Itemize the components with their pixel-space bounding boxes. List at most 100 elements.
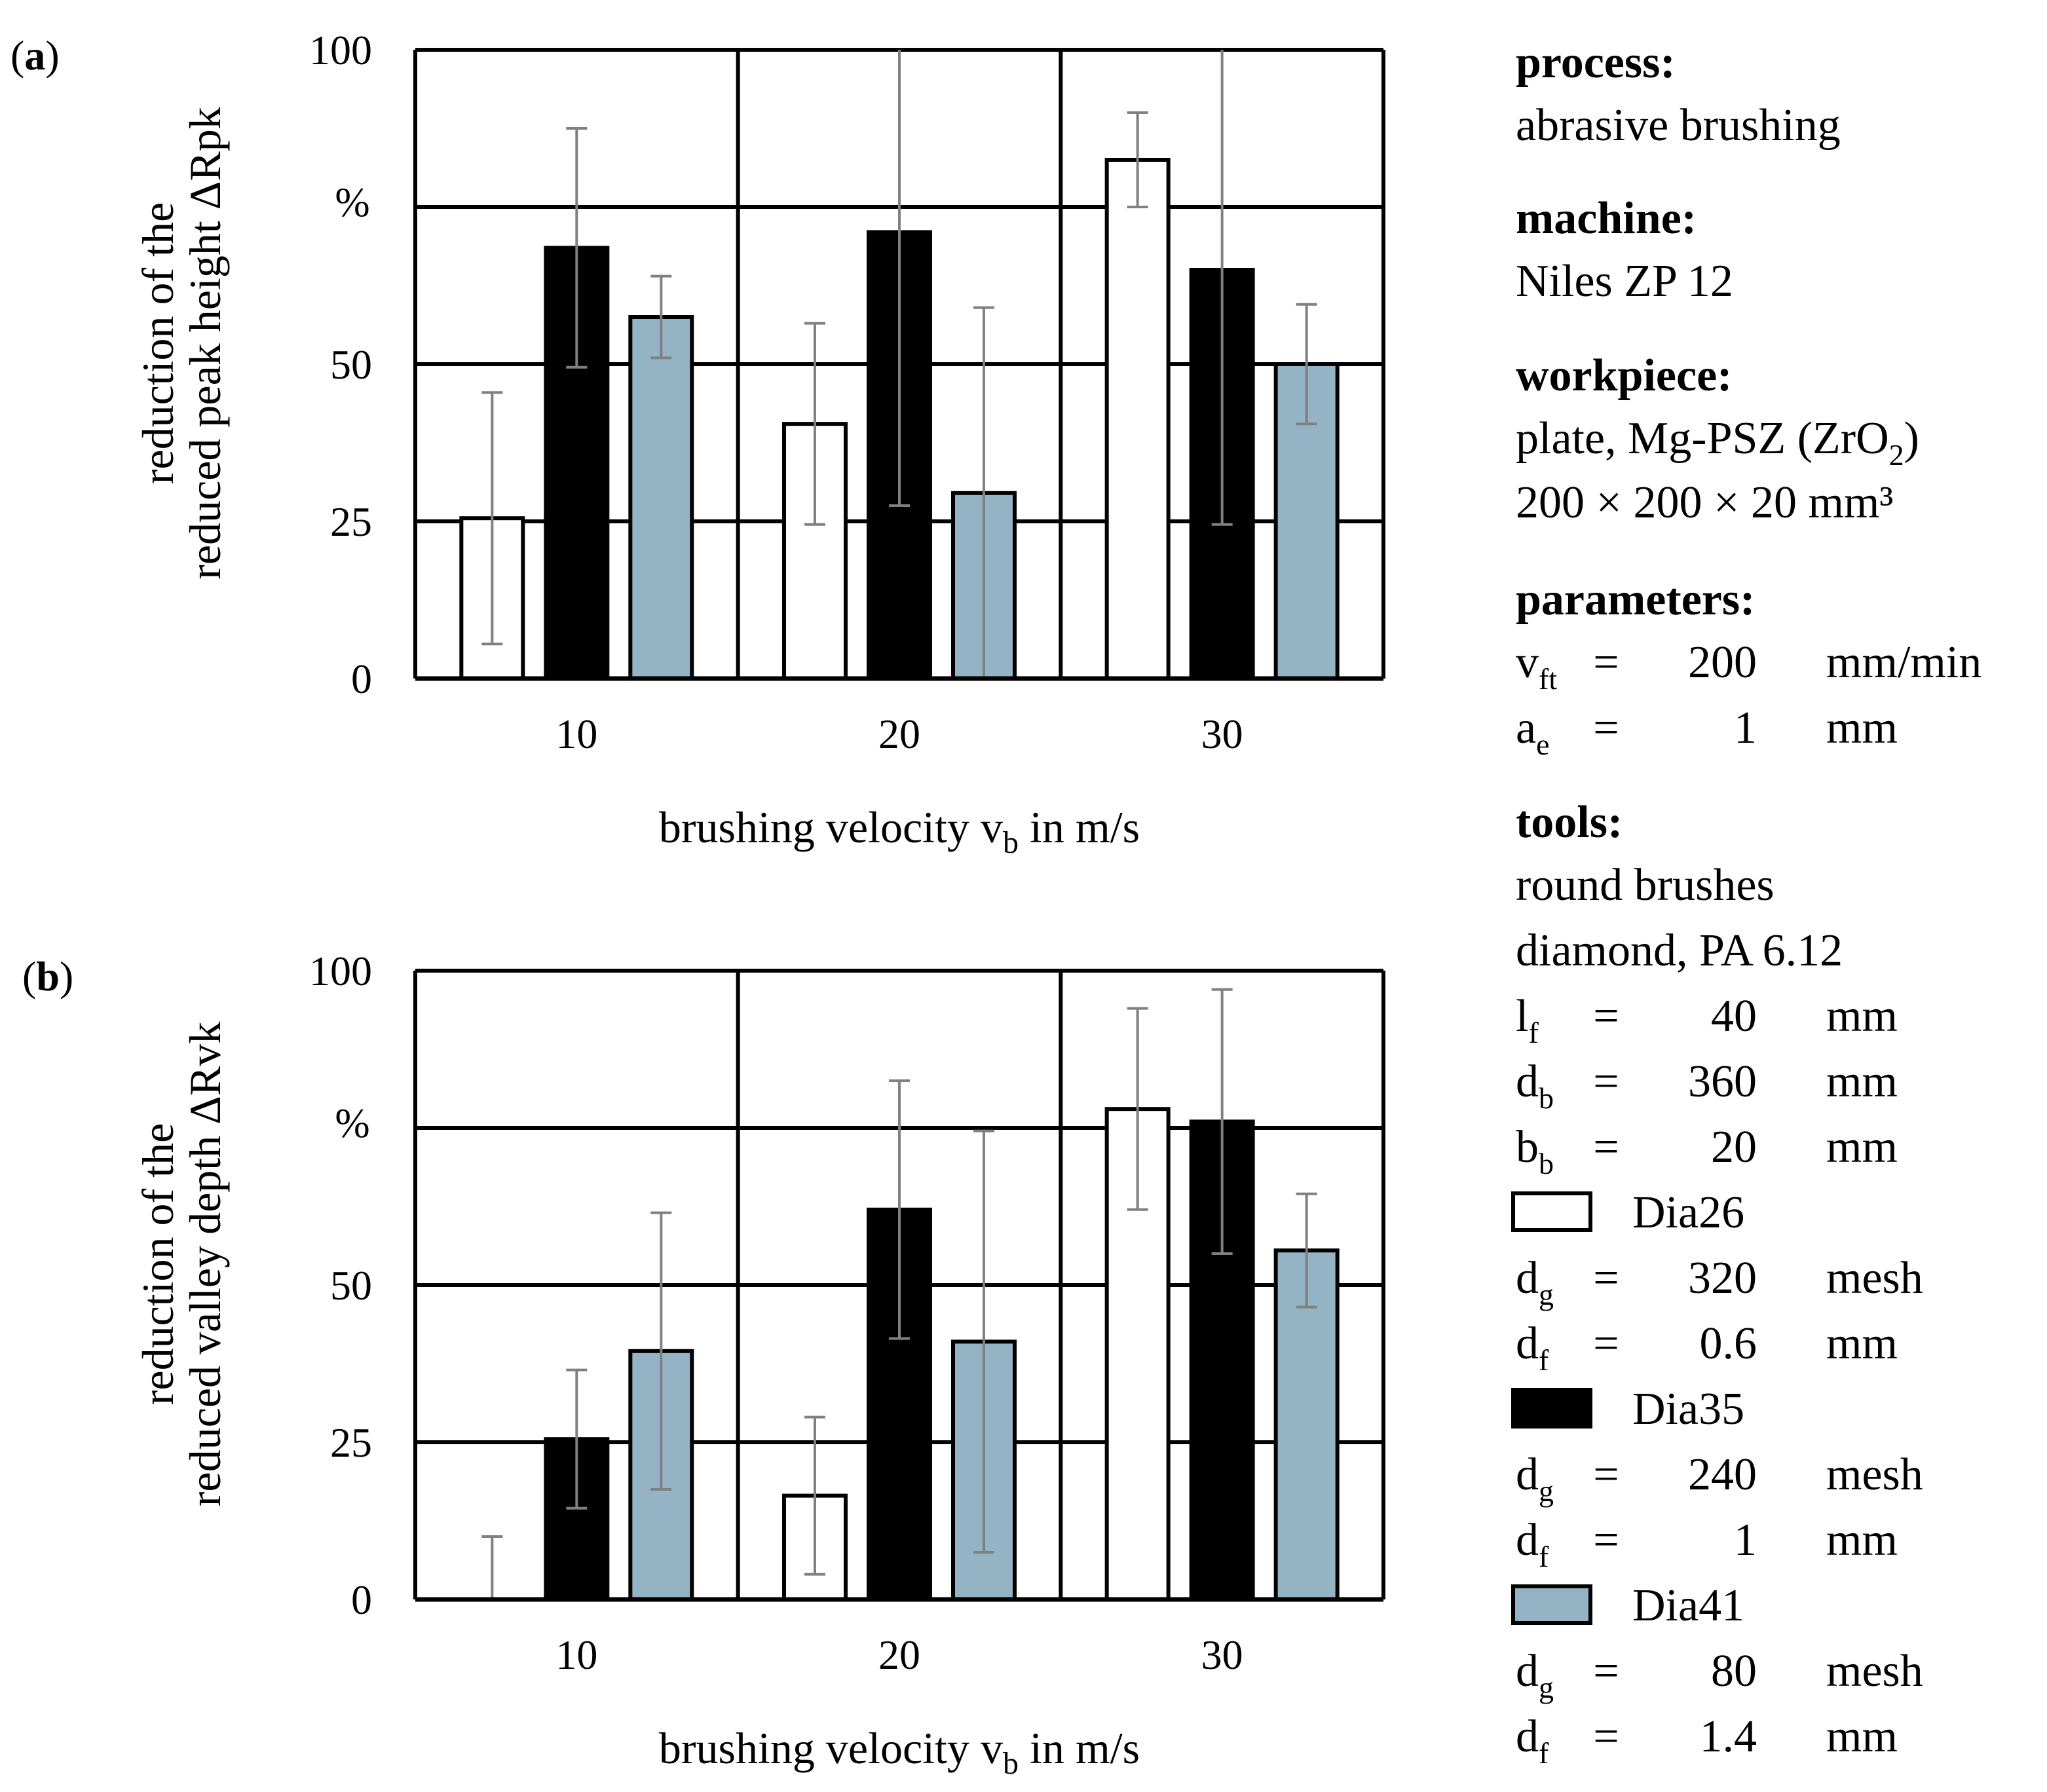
- y-axis-label-line2: reduced peak height ΔRpk: [180, 107, 230, 580]
- legend-param-row: df = 1.4 mm: [1516, 1711, 1898, 1770]
- y-axis-label-line1: reduction of the: [133, 1123, 183, 1406]
- param-unit: mm: [1826, 703, 1898, 753]
- param-symbol: dg: [1516, 1646, 1554, 1704]
- param-unit: mm: [1826, 1056, 1898, 1107]
- param-equals: =: [1593, 1122, 1619, 1172]
- legend-param-row: dg = 320 mesh: [1516, 1253, 1923, 1311]
- legend-swatch: [1511, 1191, 1592, 1232]
- y-tick-label: 100: [309, 948, 372, 994]
- x-tick-label: 30: [1201, 1632, 1243, 1678]
- legend-swatch: [1511, 1584, 1592, 1625]
- y-tick-label: 25: [330, 1419, 372, 1466]
- param-unit: mm: [1826, 991, 1898, 1041]
- y-tick-label: 100: [309, 27, 372, 73]
- param-row: vft = 200 mm/min: [1516, 637, 1981, 696]
- bar-dia41-30: [1273, 362, 1340, 681]
- param-value: 1: [1734, 703, 1757, 753]
- legend-dia35: Dia35: [1511, 1384, 1744, 1434]
- bar-dia41-10: [628, 315, 694, 681]
- error-bar-dia26-30: [1127, 1007, 1148, 1211]
- legend-label: Dia26: [1632, 1187, 1744, 1238]
- bar-dia26-30: [1104, 158, 1171, 681]
- param-symbol: db: [1516, 1056, 1554, 1115]
- legend-param-row: df = 1 mm: [1516, 1515, 1898, 1573]
- param-value: 1: [1734, 1515, 1757, 1565]
- param-symbol: vft: [1516, 637, 1557, 696]
- machine-value: Niles ZP 12: [1516, 256, 1733, 307]
- param-symbol: df: [1516, 1515, 1549, 1573]
- y-axis-label-line2: reduced valley depth ΔRvk: [180, 1022, 230, 1507]
- x-tick-label: 10: [555, 711, 597, 757]
- y-axis-label-line1: reduction of the: [133, 202, 183, 485]
- workpiece-line2: 200 × 200 × 20 mm³: [1516, 477, 1893, 528]
- param-value: 20: [1711, 1122, 1757, 1172]
- error-bar-dia26-20: [804, 322, 825, 526]
- y-tick-label: 50: [330, 1262, 372, 1309]
- param-equals: =: [1593, 991, 1619, 1041]
- y-tick-label: 0: [351, 656, 372, 702]
- chart-panel-b: 0 25 50 100% 10 20 30 brushing velocity vb in m…: [22, 948, 1385, 1781]
- x-tick-label: 20: [878, 711, 920, 757]
- legend-dia26: Dia26: [1511, 1187, 1744, 1238]
- error-bar-dia26-20: [804, 1415, 825, 1576]
- y-unit-label: %: [335, 179, 369, 225]
- param-equals: =: [1593, 1056, 1619, 1107]
- tool-param-row: bb = 20 mm: [1516, 1122, 1898, 1180]
- param-symbol: df: [1516, 1318, 1549, 1377]
- x-axis-label: brushing velocity vb in m/s: [659, 1723, 1140, 1781]
- error-bar-dia26-10: [481, 1535, 503, 1599]
- param-equals: =: [1593, 1318, 1619, 1369]
- param-unit: mm/min: [1826, 637, 1981, 688]
- parameters-heading: parameters:: [1516, 574, 1755, 625]
- x-tick-label: 30: [1201, 711, 1243, 757]
- legend-param-row: dg = 80 mesh: [1516, 1646, 1923, 1704]
- tool-param-row: lf = 40 mm: [1516, 991, 1898, 1049]
- y-tick-label: 25: [330, 498, 372, 545]
- param-equals: =: [1593, 1646, 1619, 1696]
- param-unit: mesh: [1826, 1449, 1923, 1500]
- param-value: 200: [1688, 637, 1757, 688]
- error-bar-dia35-10: [566, 1368, 588, 1510]
- error-bar-dia35-10: [566, 127, 588, 369]
- param-symbol: ae: [1516, 703, 1550, 761]
- param-unit: mm: [1826, 1711, 1898, 1762]
- panel-label: (b): [22, 953, 73, 999]
- tools-heading: tools:: [1516, 797, 1623, 848]
- x-axis-label: brushing velocity vb in m/s: [659, 802, 1140, 860]
- param-value: 80: [1711, 1646, 1757, 1696]
- param-equals: =: [1593, 1253, 1619, 1303]
- y-tick-label: 0: [351, 1577, 372, 1623]
- error-bar-dia35-20: [889, 1079, 910, 1340]
- param-unit: mm: [1826, 1318, 1898, 1369]
- param-symbol: df: [1516, 1711, 1549, 1770]
- legend-label: Dia41: [1632, 1580, 1744, 1631]
- tools-line1: round brushes: [1516, 860, 1775, 910]
- param-value: 360: [1688, 1056, 1757, 1107]
- x-tick-label: 10: [555, 1632, 597, 1678]
- error-bar-dia35-30: [1211, 50, 1233, 526]
- param-equals: =: [1593, 703, 1619, 753]
- x-tick-label: 20: [878, 1632, 920, 1678]
- tools-line2: diamond, PA 6.12: [1516, 925, 1843, 976]
- workpiece-line1: plate, Mg-PSZ (ZrO2): [1516, 413, 1919, 472]
- process-value: abrasive brushing: [1516, 100, 1841, 151]
- error-bar-dia41-10: [650, 274, 672, 360]
- param-unit: mesh: [1826, 1253, 1923, 1303]
- legend-label: Dia35: [1632, 1384, 1744, 1434]
- param-unit: mesh: [1826, 1646, 1923, 1696]
- error-bar-dia35-20: [889, 50, 910, 507]
- param-unit: mm: [1826, 1515, 1898, 1565]
- param-symbol: bb: [1516, 1122, 1554, 1180]
- error-bar-dia26-10: [481, 391, 503, 646]
- param-symbol: dg: [1516, 1449, 1554, 1508]
- param-value: 240: [1688, 1449, 1757, 1500]
- param-symbol: lf: [1516, 991, 1539, 1049]
- bar-dia41-30: [1273, 1248, 1340, 1601]
- error-bar-dia41-30: [1296, 303, 1317, 426]
- param-equals: =: [1593, 1515, 1619, 1565]
- workpiece-heading: workpiece:: [1516, 350, 1732, 401]
- error-bar-dia41-30: [1296, 1192, 1317, 1309]
- error-bar-dia35-30: [1211, 988, 1233, 1255]
- process-heading: process:: [1516, 37, 1676, 88]
